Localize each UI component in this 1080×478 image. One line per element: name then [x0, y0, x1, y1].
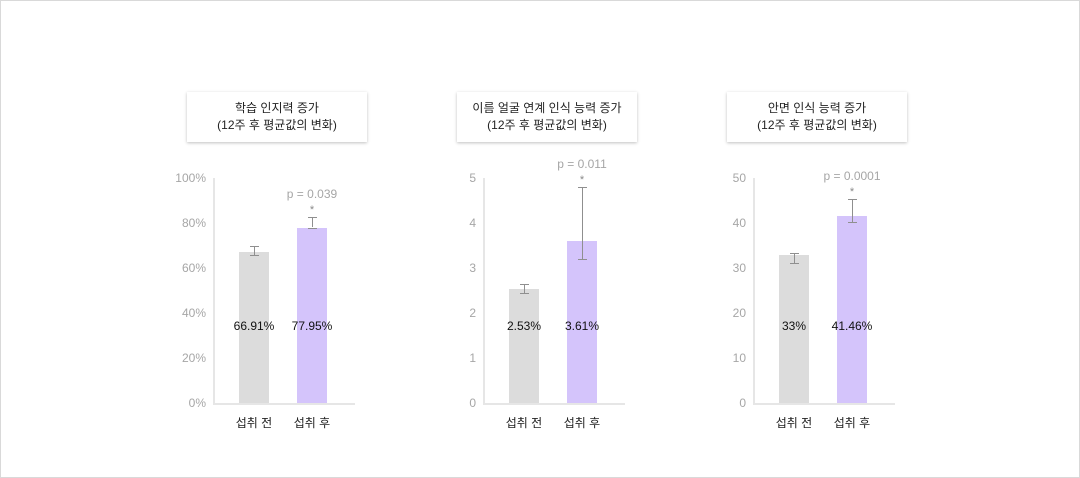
y-tick-label: 0% — [188, 396, 206, 410]
value-label: 66.91% — [233, 319, 275, 333]
y-axis-line — [213, 178, 215, 405]
value-label: 77.95% — [291, 319, 333, 333]
x-axis-line — [753, 403, 895, 405]
error-bar-cap — [308, 227, 317, 229]
error-bar — [524, 283, 525, 293]
chart-title-box: 이름 얼굴 연계 인식 능력 증가 (12주 후 평균값의 변화) — [457, 92, 637, 142]
chart-subtitle: (12주 후 평균값의 변화) — [487, 118, 607, 132]
bar-chart: 이름 얼굴 연계 인식 능력 증가 (12주 후 평균값의 변화) 0 1 2 3 4 5 2.… — [270, 0, 637, 478]
y-axis-line — [753, 178, 755, 405]
bar-before — [779, 254, 809, 403]
p-value-annotation: p = 0.011 — [557, 157, 607, 171]
bar-after — [297, 227, 327, 403]
y-tick-label: 0 — [469, 396, 476, 410]
y-axis-line — [483, 178, 485, 405]
error-bar-cap — [848, 198, 857, 200]
chart-title: 안면 인식 능력 증가 — [767, 101, 867, 115]
chart-title: 학습 인지력 증가 — [235, 101, 319, 115]
y-tick-label: 20% — [181, 351, 206, 365]
y-tick-label: 3 — [469, 261, 476, 275]
x-axis-line — [213, 403, 355, 405]
bar-after — [837, 216, 867, 403]
category-label: 섭취 전 — [775, 416, 813, 430]
significance-star: * — [849, 185, 855, 198]
category-label: 섭취 전 — [505, 416, 543, 430]
x-axis-line — [483, 403, 625, 405]
y-tick-label: 4 — [469, 216, 476, 230]
error-bar — [852, 198, 853, 223]
p-value-annotation: p = 0.039 — [286, 186, 338, 201]
significance-star: * — [309, 203, 315, 216]
error-bar — [254, 245, 255, 256]
error-bar-cap — [790, 253, 799, 255]
value-label: 33% — [781, 319, 807, 333]
category-label: 섭취 후 — [293, 416, 331, 430]
y-tick-label: 100% — [175, 171, 206, 185]
chart-subtitle: (12주 후 평균값의 변화) — [757, 118, 877, 132]
y-tick-label: 40% — [181, 306, 206, 320]
bar-chart: 안면 인식 능력 증가 (12주 후 평균값의 변화) 0 10 20 30 40 50 33%… — [540, 0, 907, 478]
error-bar-cap — [250, 245, 259, 247]
y-tick-label: 1 — [469, 351, 476, 365]
error-bar-cap — [250, 255, 259, 257]
y-tick-label: 2 — [469, 306, 476, 320]
error-bar-cap — [578, 259, 587, 260]
error-bar — [794, 253, 795, 264]
y-tick-label: 80% — [181, 216, 206, 230]
y-tick-label: 10 — [732, 351, 746, 365]
chart-subtitle: (12주 후 평균값의 변화) — [217, 118, 337, 132]
error-bar-cap — [578, 187, 587, 188]
y-tick-label: 60% — [181, 261, 206, 275]
bar-chart: 학습 인지력 증가 (12주 후 평균값의 변화) 0% 20% 40% 60% 80% 10… — [0, 0, 367, 478]
category-label: 섭취 후 — [833, 416, 871, 430]
chart-title: 이름 얼굴 연계 인식 능력 증가 — [472, 101, 622, 115]
chart-title-box: 안면 인식 능력 증가 (12주 후 평균값의 변화) — [727, 92, 907, 142]
error-bar-cap — [790, 263, 799, 265]
y-tick-label: 20 — [732, 306, 746, 320]
p-value-annotation: p = 0.0001 — [823, 168, 881, 183]
bar-after — [567, 240, 597, 403]
category-label: 섭취 후 — [563, 416, 601, 430]
error-bar — [582, 187, 583, 259]
bar-before — [509, 289, 539, 403]
error-bar-cap — [520, 292, 529, 294]
error-bar — [312, 216, 313, 228]
error-bar-cap — [308, 216, 317, 218]
y-tick-label: 40 — [732, 216, 746, 230]
category-label: 섭취 전 — [235, 416, 273, 430]
value-label: 2.53% — [506, 319, 542, 333]
chart-title-box: 학습 인지력 증가 (12주 후 평균값의 변화) — [187, 92, 367, 142]
significance-star: * — [579, 174, 585, 186]
y-tick-label: 30 — [732, 261, 746, 275]
y-tick-label: 0 — [739, 396, 746, 410]
error-bar-cap — [848, 222, 857, 224]
y-tick-label: 5 — [469, 171, 476, 185]
y-tick-label: 50 — [732, 171, 746, 185]
error-bar-cap — [520, 283, 529, 285]
value-label: 3.61% — [564, 319, 600, 333]
value-label: 41.46% — [831, 319, 873, 333]
bar-before — [239, 252, 269, 403]
